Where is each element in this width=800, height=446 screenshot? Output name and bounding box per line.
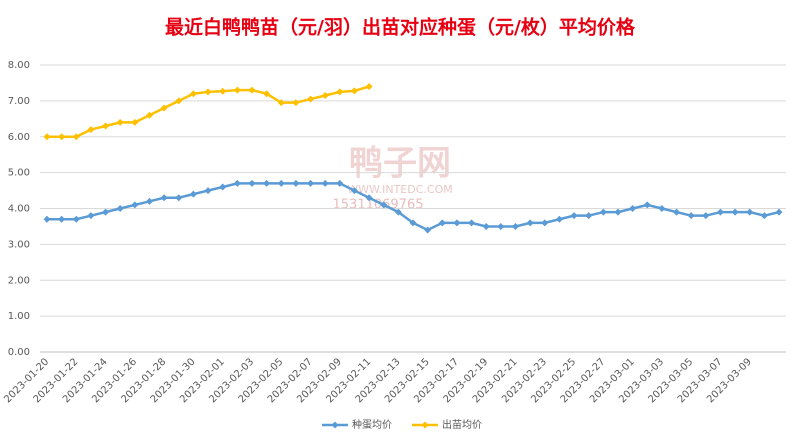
- point: [365, 194, 373, 202]
- y-tick-label: 2.00: [8, 275, 30, 286]
- point: [72, 133, 80, 141]
- point: [585, 212, 593, 220]
- point: [307, 95, 315, 103]
- point: [497, 222, 505, 230]
- point: [145, 111, 153, 119]
- point: [541, 219, 549, 227]
- legend-label: 种蛋均价: [352, 418, 392, 431]
- point: [58, 215, 66, 223]
- point: [189, 90, 197, 98]
- point: [731, 208, 739, 216]
- point: [175, 97, 183, 105]
- point: [321, 91, 329, 99]
- point: [614, 208, 622, 216]
- point: [116, 118, 124, 126]
- point: [160, 194, 168, 202]
- point: [43, 215, 51, 223]
- point: [336, 88, 344, 96]
- point: [438, 219, 446, 227]
- watermark: 15311069765: [333, 198, 424, 213]
- point: [307, 179, 315, 187]
- y-tick-label: 6.00: [8, 132, 30, 143]
- point: [673, 208, 681, 216]
- point: [263, 179, 271, 187]
- point: [102, 122, 110, 130]
- point: [658, 205, 666, 212]
- point: [687, 212, 695, 220]
- point: [58, 133, 66, 141]
- point: [716, 208, 724, 216]
- point: [555, 215, 563, 223]
- point: [131, 118, 139, 126]
- point: [248, 179, 256, 187]
- point: [526, 219, 534, 227]
- point: [189, 190, 197, 198]
- point: [350, 87, 358, 95]
- point: [409, 219, 417, 227]
- point: [511, 222, 519, 230]
- y-tick-label: 3.00: [8, 239, 30, 250]
- point: [131, 201, 139, 209]
- point: [775, 208, 783, 216]
- y-tick-label: 5.00: [8, 168, 30, 179]
- point: [365, 83, 373, 91]
- point: [72, 215, 80, 223]
- point: [336, 179, 344, 187]
- point: [145, 197, 153, 205]
- y-tick-label: 1.00: [8, 311, 30, 322]
- y-tick-label: 4.00: [8, 204, 30, 215]
- point: [248, 86, 256, 94]
- legend-label: 出苗均价: [442, 418, 482, 431]
- point: [233, 86, 241, 94]
- point: [702, 212, 710, 220]
- point: [102, 208, 110, 216]
- point: [175, 194, 183, 202]
- point: [350, 187, 358, 195]
- point: [629, 205, 637, 212]
- y-tick-label: 8.00: [8, 60, 30, 71]
- point: [599, 208, 607, 216]
- point: [380, 201, 388, 209]
- point: [87, 126, 95, 134]
- point: [292, 99, 300, 107]
- legend-marker: [421, 421, 429, 429]
- point: [219, 87, 227, 95]
- point: [453, 219, 461, 227]
- point: [394, 208, 402, 216]
- watermark: 鸭子网: [349, 144, 451, 184]
- point: [468, 219, 476, 227]
- point: [643, 201, 651, 209]
- point: [87, 212, 95, 220]
- legend-marker: [331, 421, 339, 429]
- point: [277, 99, 285, 107]
- point: [277, 179, 285, 187]
- point: [760, 212, 768, 220]
- point: [570, 212, 578, 220]
- point: [424, 226, 432, 234]
- point: [746, 208, 754, 216]
- point: [219, 183, 227, 191]
- point: [482, 222, 490, 230]
- point: [321, 179, 329, 187]
- point: [43, 133, 51, 141]
- point: [263, 90, 271, 98]
- watermark: WWW.INTEDC.COM: [347, 183, 452, 196]
- chart-title: 最近白鸭鸭苗（元/羽）出苗对应种蛋（元/枚）平均价格: [165, 16, 636, 39]
- point: [233, 179, 241, 187]
- point: [204, 187, 212, 195]
- point: [160, 104, 168, 112]
- point: [116, 205, 124, 212]
- point: [292, 179, 300, 187]
- y-tick-label: 7.00: [8, 96, 30, 107]
- point: [204, 88, 212, 96]
- y-tick-label: 0.00: [8, 347, 30, 358]
